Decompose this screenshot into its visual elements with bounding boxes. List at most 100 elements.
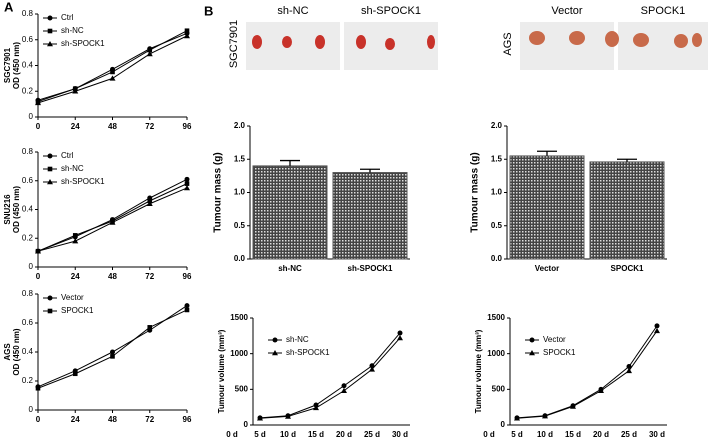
- y-tick-label: 0.0: [491, 254, 503, 263]
- bar: [332, 172, 408, 260]
- legend-marker: [47, 166, 53, 172]
- marker: [369, 366, 375, 372]
- photo: [618, 22, 708, 70]
- error-bar: [280, 159, 300, 166]
- marker: [147, 325, 153, 330]
- marker: [184, 32, 190, 39]
- y-tick-label: 0.2: [22, 233, 34, 242]
- error-bar: [617, 158, 637, 162]
- series-line: [37, 309, 188, 389]
- bar: [252, 165, 328, 260]
- y-tick-label: 0: [29, 262, 34, 271]
- x-tick-label: 15 d: [308, 430, 324, 439]
- tumours: [252, 35, 435, 50]
- marker: [72, 371, 78, 377]
- x-tick-label: 5 d: [511, 430, 523, 439]
- y-tick-label: 1.0: [491, 188, 503, 197]
- marker: [397, 330, 403, 336]
- marker: [147, 47, 153, 53]
- error-bar: [360, 168, 380, 173]
- marker: [313, 404, 319, 411]
- y-tick-label: 0.6: [22, 318, 34, 327]
- y-tick-label: 0: [244, 420, 249, 429]
- y-tick-label: 0: [29, 405, 34, 414]
- x-tick-label: 0: [36, 415, 41, 424]
- x-tick-label: 96: [183, 122, 192, 131]
- y-tick-label: 0.6: [22, 176, 34, 185]
- y-tick-label: 0: [501, 420, 506, 429]
- legend-label: SPOCK1: [543, 348, 576, 357]
- marker: [341, 387, 347, 394]
- marker: [35, 385, 41, 391]
- group-label: Vector: [551, 5, 583, 17]
- x-tick-label: sh-NC: [278, 264, 302, 273]
- marker: [626, 367, 632, 374]
- x-tick-label: 0: [36, 272, 41, 281]
- marker: [184, 176, 190, 182]
- marker: [35, 99, 41, 106]
- y-axis-label: OD (450 nm): [12, 186, 21, 233]
- marker: [654, 327, 660, 334]
- legend-label: Vector: [61, 293, 84, 302]
- error-bar: [537, 150, 557, 156]
- group-label: sh-NC: [277, 5, 308, 17]
- marker: [35, 248, 41, 254]
- y-tick-label: 0.8: [22, 289, 34, 298]
- legend-marker: [47, 308, 53, 314]
- tumours: [529, 31, 702, 48]
- x-tick-label: 20 d: [336, 430, 352, 439]
- marker: [542, 413, 548, 419]
- marker: [72, 88, 79, 94]
- cell-line-label: AGS: [502, 32, 514, 55]
- x-tick-label: 0 d: [483, 430, 495, 439]
- y-axis-label: Tumour mass (g): [213, 152, 224, 232]
- y-tick-label: 0: [29, 112, 34, 121]
- x-tick-label: 10 d: [537, 430, 553, 439]
- legend-marker: [529, 350, 535, 356]
- series-line: [259, 337, 401, 419]
- marker: [598, 387, 604, 394]
- legend-marker: [272, 350, 278, 356]
- series-line: [516, 330, 658, 419]
- y-tick-label: 0.4: [22, 347, 34, 356]
- marker: [369, 363, 375, 369]
- x-tick-label: 30 d: [649, 430, 665, 439]
- group-label: SPOCK1: [641, 5, 686, 17]
- y-tick-label: 0.0: [234, 254, 246, 263]
- x-tick-label: 10 d: [280, 430, 296, 439]
- x-tick-label: 0: [36, 122, 41, 131]
- legend-label: sh-NC: [61, 164, 84, 173]
- y-tick-label: 1.5: [491, 154, 503, 163]
- group-label: sh-SPOCK1: [361, 5, 421, 17]
- marker: [184, 181, 190, 186]
- y-axis-label: Tumour volume (mm³): [474, 329, 483, 413]
- cell-line-label: SGC7901: [3, 47, 12, 83]
- x-tick-label: Vector: [535, 264, 559, 273]
- marker: [146, 50, 153, 57]
- marker: [109, 219, 116, 225]
- series-line: [37, 178, 188, 252]
- y-tick-label: 1500: [487, 313, 505, 322]
- series-line: [259, 332, 401, 419]
- y-tick-label: 0.6: [22, 35, 34, 44]
- photo: [246, 22, 340, 70]
- marker: [110, 69, 115, 75]
- y-axis-label: Tumour volume (mm³): [217, 329, 226, 413]
- marker: [110, 354, 115, 359]
- x-tick-label: 30 d: [392, 430, 408, 439]
- x-tick-label: 48: [108, 415, 117, 424]
- marker: [257, 415, 263, 421]
- marker: [184, 184, 190, 191]
- bar: [589, 161, 665, 260]
- legend-marker: [47, 295, 53, 301]
- y-tick-label: 500: [235, 384, 249, 393]
- x-tick-label: 25 d: [621, 430, 637, 439]
- marker: [626, 364, 632, 370]
- marker: [72, 238, 79, 244]
- legend-marker: [47, 41, 53, 47]
- y-tick-label: 0.2: [22, 376, 34, 385]
- x-tick-label: 72: [145, 272, 154, 281]
- y-tick-label: 0.8: [22, 9, 34, 18]
- legend-marker: [47, 179, 53, 185]
